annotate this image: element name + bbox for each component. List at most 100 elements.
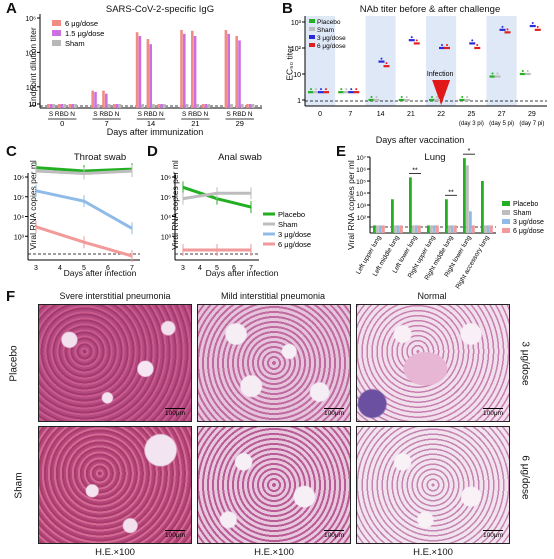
- a-bar: [235, 35, 238, 108]
- b-x-sublabel: (day 3 pi): [459, 121, 484, 127]
- d-legend-label: 3 μg/dose: [278, 230, 311, 239]
- e-legend-swatch: [502, 201, 510, 206]
- a-bar: [97, 104, 100, 108]
- b-x-sublabel: (day 7 pi): [519, 121, 544, 127]
- e-sig-label: **: [412, 167, 418, 174]
- a-bar: [163, 104, 166, 108]
- e-bar: [451, 225, 454, 233]
- b-bg-band: [335, 16, 366, 106]
- b-point: [471, 39, 474, 42]
- d-y-tick-label: 10⁴: [160, 215, 171, 222]
- e-bar: [397, 225, 400, 233]
- b-x-tick-label: 29: [528, 111, 536, 118]
- a-bar: [157, 104, 160, 108]
- a-bar: [146, 39, 150, 109]
- d-x-tick-label: 6: [232, 265, 236, 272]
- b-point: [370, 96, 373, 98]
- panel-f-col-title-1: Svere interstitial pneumonia: [59, 291, 171, 301]
- c-x-tick-label: 5: [82, 265, 86, 272]
- a-cat-label: S: [49, 111, 54, 118]
- scale-bar: 100μm: [164, 530, 186, 539]
- d-legend-label: 6 μg/dose: [278, 240, 311, 249]
- b-point: [405, 96, 408, 98]
- a-cat-label: N: [248, 111, 253, 118]
- b-point: [431, 96, 433, 98]
- a-bar: [249, 104, 252, 108]
- e-bar: [430, 225, 433, 233]
- b-point: [340, 88, 343, 91]
- e-legend-label: 3 μg/dose: [513, 219, 544, 226]
- b-point: [466, 96, 469, 98]
- d-y-tick-label: 10³: [161, 234, 172, 241]
- panel-b-title: NAb titer before & after challenge: [359, 4, 501, 15]
- e-legend-label: 6 μg/dose: [513, 228, 544, 235]
- e-y-tick-label: 10⁵: [356, 179, 366, 186]
- b-x-sublabel: (day 5 pi): [489, 121, 514, 127]
- a-group-label: 21: [191, 119, 199, 128]
- b-point: [385, 62, 388, 65]
- e-bar: [373, 225, 376, 233]
- a-bar: [141, 104, 144, 108]
- e-bar: [412, 225, 415, 233]
- e-x-tick-label: Right accessory lung: [454, 234, 490, 290]
- a-bar: [204, 104, 208, 108]
- a-cat-label: S: [93, 111, 98, 118]
- b-point: [380, 57, 383, 60]
- c-x-tick-label: 4: [58, 265, 62, 272]
- a-cat-label: RBD: [99, 111, 113, 118]
- e-legend-swatch: [502, 210, 510, 215]
- e-bar: [484, 225, 487, 233]
- a-y-tick-label: 10⁴: [25, 50, 36, 57]
- a-bar: [191, 30, 194, 109]
- b-point: [355, 88, 358, 91]
- a-cat-label: S: [138, 111, 143, 118]
- b-x-tick-label: 25: [467, 111, 475, 118]
- b-point: [496, 72, 499, 75]
- d-x-tick-label: 3: [181, 265, 185, 272]
- a-bar: [135, 32, 139, 108]
- b-point: [310, 88, 312, 91]
- panel-f-col-title-3: Normal: [417, 291, 447, 301]
- e-bar: [379, 225, 382, 233]
- d-y-tick-label: 10⁶: [160, 175, 171, 182]
- e-legend-label: Sham: [513, 210, 531, 217]
- a-legend-label: Sham: [65, 39, 85, 48]
- e-bar: [445, 199, 448, 233]
- a-y-tick-label: 10⁶: [25, 16, 36, 23]
- histology-image-3ug-normal: 100μm: [356, 304, 510, 422]
- b-bg-band: [395, 16, 426, 106]
- b-x-tick-label: 14: [377, 111, 385, 118]
- a-bar: [107, 104, 111, 108]
- a-cat-label: N: [203, 111, 208, 118]
- e-bar: [487, 225, 490, 233]
- b-legend-swatch: [309, 19, 315, 23]
- b-point: [506, 28, 509, 31]
- a-cat-label: N: [70, 111, 75, 118]
- b-point: [325, 88, 327, 91]
- he-label-2: H.E.×100: [254, 547, 294, 558]
- a-y-tick-label: 10²: [26, 85, 37, 92]
- a-legend-label: 1.5 μg/dose: [65, 29, 104, 38]
- panel-e-title: Lung: [424, 152, 446, 163]
- a-bar: [60, 104, 64, 108]
- e-bar: [427, 225, 430, 233]
- b-bg-band: [456, 16, 487, 106]
- b-y-tick-label: 10³: [291, 20, 302, 27]
- panel-c-title: Throat swab: [73, 152, 127, 163]
- b-bg-band: [486, 16, 517, 106]
- b-point: [345, 88, 348, 91]
- e-bar: [400, 225, 403, 233]
- a-bar: [160, 104, 163, 108]
- b-legend-swatch: [309, 43, 315, 47]
- a-bar: [201, 104, 205, 108]
- b-x-tick-label: 7: [348, 111, 352, 118]
- a-bar: [115, 104, 119, 108]
- e-bar: [481, 181, 484, 233]
- panel-b-letter: B: [282, 0, 293, 17]
- e-bar: [418, 225, 421, 233]
- b-point: [410, 36, 413, 39]
- a-bar: [52, 104, 56, 108]
- c-x-tick-label: 3: [34, 265, 38, 272]
